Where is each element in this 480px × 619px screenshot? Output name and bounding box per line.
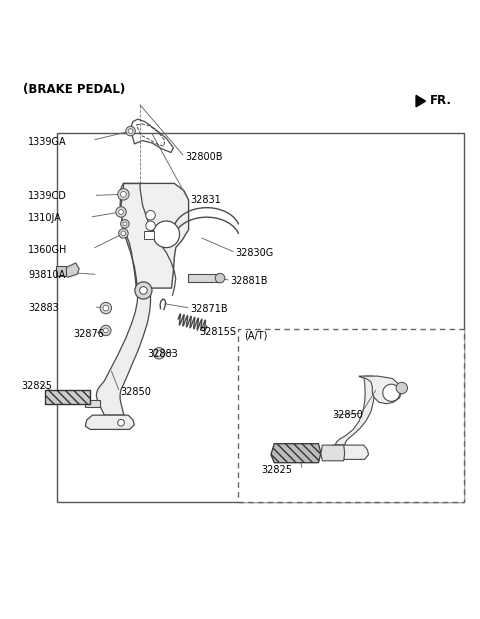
Polygon shape <box>63 263 79 277</box>
Text: 32883: 32883 <box>147 348 178 359</box>
Circle shape <box>153 221 180 248</box>
Circle shape <box>116 207 126 217</box>
Circle shape <box>140 287 147 294</box>
Bar <box>56 266 66 276</box>
Circle shape <box>118 420 124 426</box>
Text: (BRAKE PEDAL): (BRAKE PEDAL) <box>24 84 126 97</box>
Bar <box>57 134 464 502</box>
Text: 32876: 32876 <box>73 329 104 339</box>
Polygon shape <box>335 376 375 445</box>
Circle shape <box>120 220 129 228</box>
Text: (A/T): (A/T) <box>244 331 267 340</box>
Circle shape <box>126 126 135 136</box>
Circle shape <box>215 274 225 283</box>
Text: 32871B: 32871B <box>190 303 228 314</box>
Circle shape <box>121 231 126 236</box>
Text: 1360GH: 1360GH <box>28 245 68 255</box>
Text: 93810A: 93810A <box>28 271 65 280</box>
Polygon shape <box>96 288 151 415</box>
Text: 32815S: 32815S <box>200 327 237 337</box>
Circle shape <box>123 222 127 226</box>
Circle shape <box>146 210 156 220</box>
Text: 32830G: 32830G <box>235 248 274 258</box>
Text: 32883: 32883 <box>28 303 59 313</box>
Polygon shape <box>416 95 426 107</box>
Circle shape <box>119 210 123 214</box>
Circle shape <box>100 302 111 314</box>
Bar <box>188 274 220 282</box>
Text: 32850: 32850 <box>120 387 151 397</box>
Bar <box>238 329 464 502</box>
Circle shape <box>396 383 408 394</box>
Circle shape <box>103 328 108 333</box>
Bar <box>144 230 155 239</box>
Circle shape <box>154 347 165 359</box>
Circle shape <box>120 191 126 197</box>
Text: 1339GA: 1339GA <box>28 137 67 147</box>
Text: 32831: 32831 <box>190 195 221 205</box>
Circle shape <box>146 221 156 230</box>
Circle shape <box>101 325 111 335</box>
Circle shape <box>383 384 400 401</box>
Text: 1310JA: 1310JA <box>28 213 62 223</box>
Text: 32825: 32825 <box>21 381 52 391</box>
Text: FR.: FR. <box>431 94 452 107</box>
Circle shape <box>119 228 128 238</box>
Circle shape <box>128 129 133 134</box>
Polygon shape <box>327 445 369 459</box>
Polygon shape <box>359 376 402 404</box>
Text: 32825: 32825 <box>262 465 292 475</box>
Polygon shape <box>321 445 345 461</box>
Polygon shape <box>121 183 189 288</box>
Polygon shape <box>45 391 90 404</box>
Polygon shape <box>271 444 321 463</box>
Circle shape <box>156 350 162 356</box>
Circle shape <box>135 282 152 299</box>
Bar <box>85 400 100 407</box>
Text: 32881B: 32881B <box>230 276 268 286</box>
Circle shape <box>118 189 129 200</box>
Text: 32800B: 32800B <box>185 152 223 162</box>
Polygon shape <box>85 415 134 430</box>
Circle shape <box>103 305 108 311</box>
Text: 32850: 32850 <box>333 410 364 420</box>
Text: 1339CD: 1339CD <box>28 191 67 201</box>
